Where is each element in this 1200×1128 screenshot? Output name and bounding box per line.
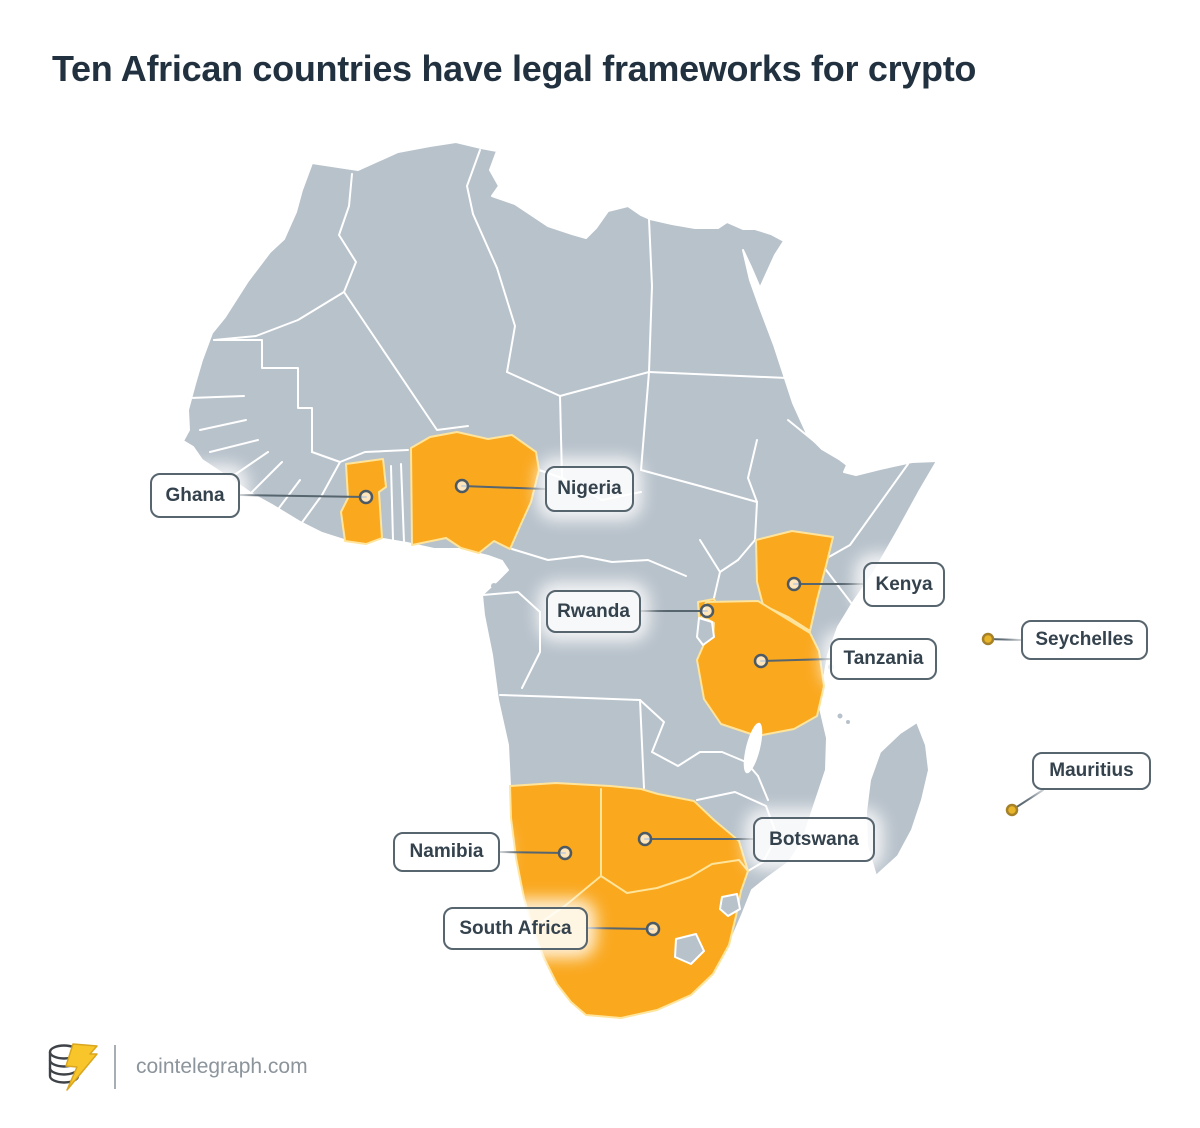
island-comoros-2	[846, 720, 850, 724]
country-nigeria	[410, 431, 540, 554]
marker-rwanda	[699, 603, 715, 619]
connector-south-africa	[587, 927, 654, 930]
label-kenya: Kenya	[863, 562, 945, 607]
marker-seychelles	[981, 632, 995, 646]
label-south-africa: South Africa	[443, 907, 588, 950]
label-namibia: Namibia	[393, 832, 500, 872]
country-burundi	[696, 617, 715, 646]
lightning-bolt-icon	[65, 1043, 98, 1091]
footer-divider	[114, 1045, 116, 1089]
gray-enclaves	[674, 617, 741, 965]
marker-tanzania	[753, 653, 769, 669]
highlighted-countries	[340, 431, 834, 1019]
country-lesotho	[674, 933, 705, 965]
country-markers	[358, 478, 802, 937]
marker-kenya	[786, 576, 802, 592]
cointelegraph-logo	[48, 1043, 98, 1091]
island-comoros	[837, 713, 843, 719]
label-tanzania: Tanzania	[830, 638, 937, 680]
footer-site-text: cointelegraph.com	[136, 1055, 308, 1078]
marker-south-africa	[645, 921, 661, 937]
connector-namibia	[499, 851, 566, 854]
country-eswatini	[719, 893, 741, 917]
label-botswana: Botswana	[753, 817, 875, 862]
connector-ghana	[239, 494, 367, 498]
marker-nigeria	[454, 478, 470, 494]
country-namibia-botswana-southafrica	[509, 782, 749, 1019]
label-mauritius: Mauritius	[1032, 752, 1151, 790]
island-bioko	[491, 583, 497, 589]
label-seychelles: Seychelles	[1021, 620, 1148, 660]
island-madagascar	[865, 721, 930, 877]
connector-nigeria	[461, 485, 546, 490]
lake-malawi	[743, 722, 763, 774]
marker-mauritius	[1005, 803, 1019, 817]
marker-namibia	[557, 845, 573, 861]
marker-botswana	[637, 831, 653, 847]
marker-ghana	[358, 489, 374, 505]
label-ghana: Ghana	[150, 473, 240, 518]
footer: cointelegraph.com	[46, 1040, 308, 1094]
connector-tanzania	[760, 658, 831, 662]
page-title: Ten African countries have legal framewo…	[52, 48, 977, 89]
label-nigeria: Nigeria	[545, 466, 634, 512]
island-markers	[981, 632, 1019, 817]
label-rwanda: Rwanda	[546, 590, 641, 633]
